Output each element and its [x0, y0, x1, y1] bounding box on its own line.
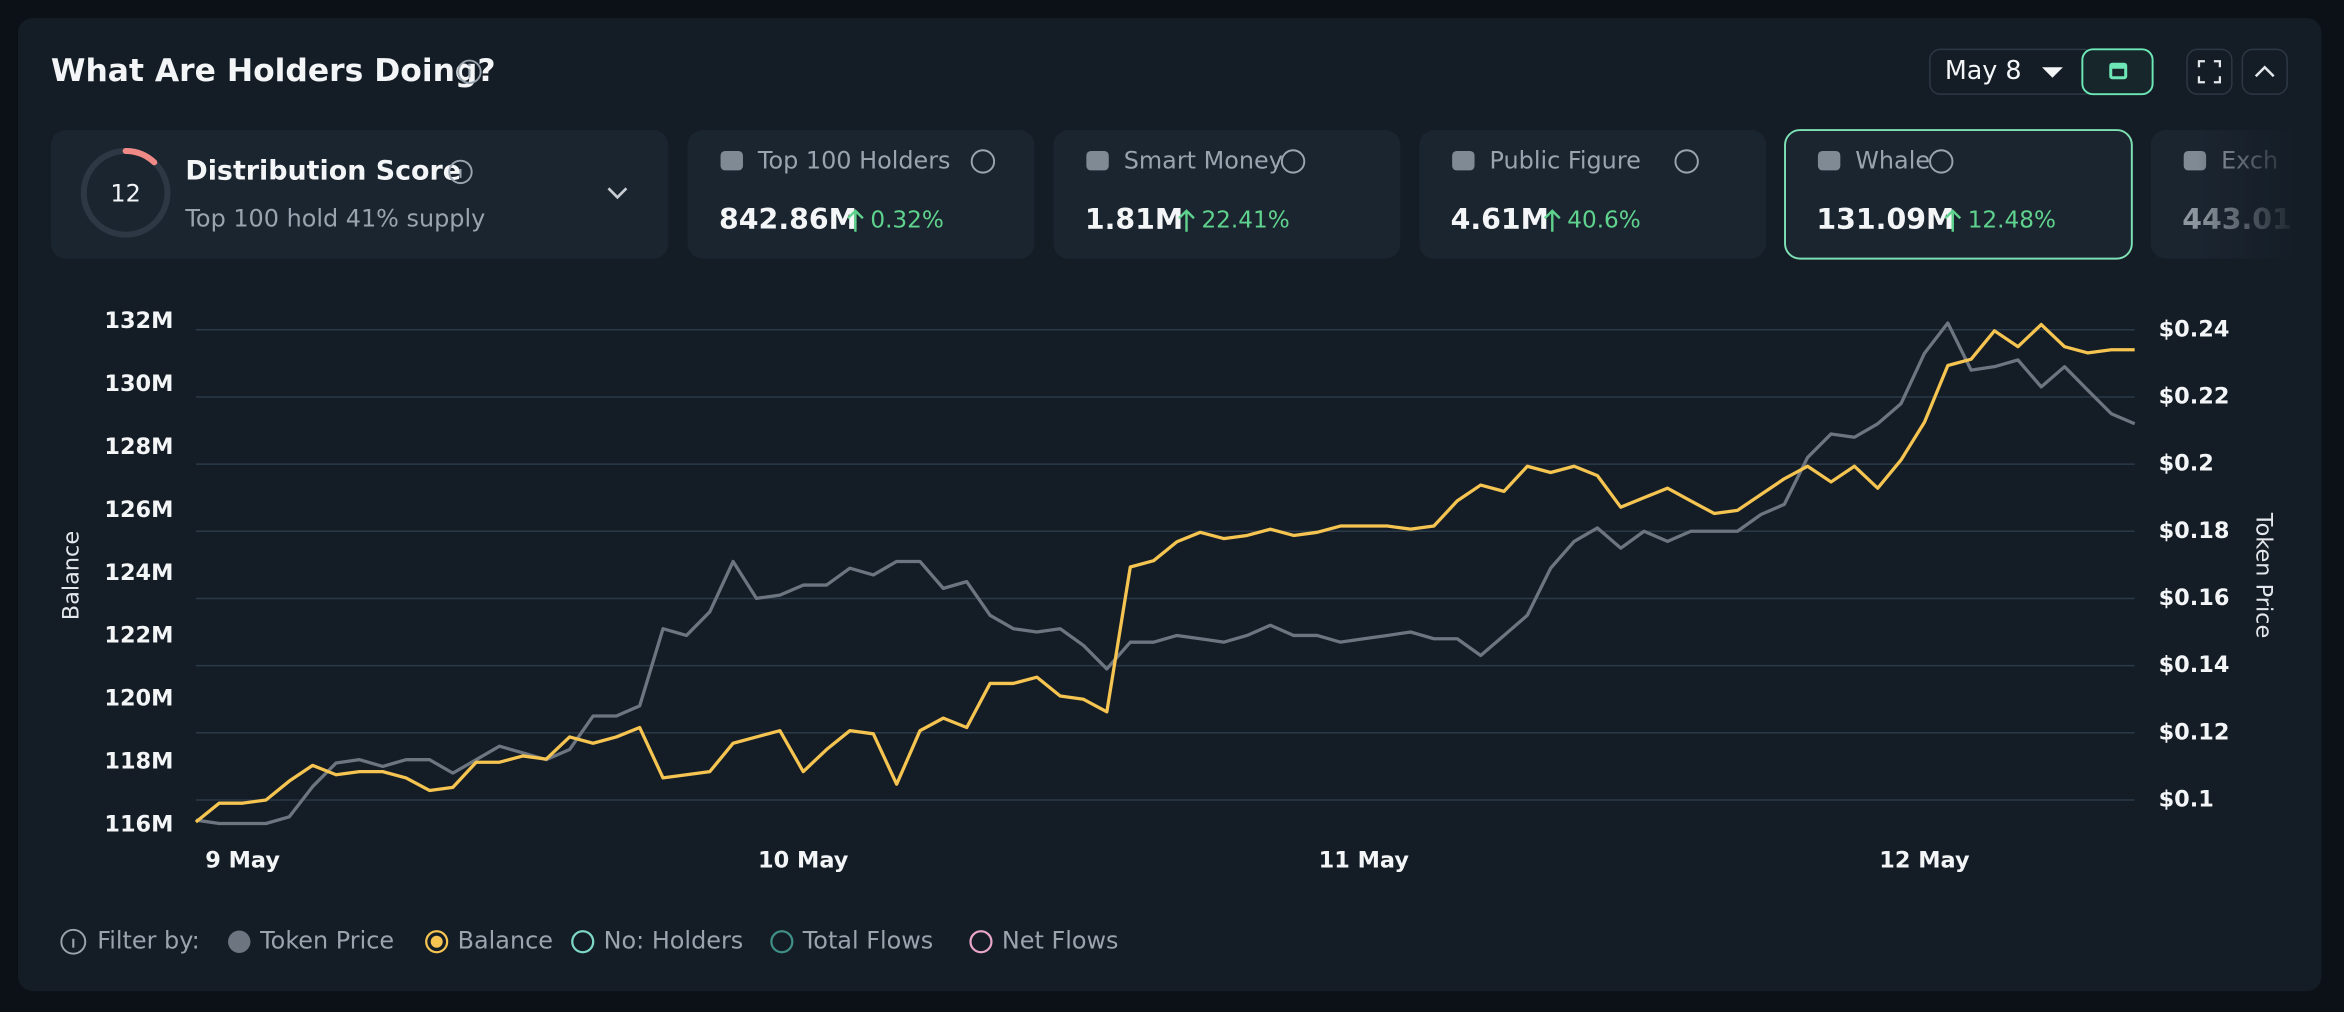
legend-label: Token Price	[259, 927, 394, 955]
card-fade	[2197, 125, 2291, 267]
x-tick-label: 12 May	[1879, 848, 1970, 874]
fullscreen-button[interactable]	[2186, 48, 2233, 95]
y2-axis-label: Token Price	[2251, 512, 2277, 639]
stat-card[interactable]: Whale 131.09M 12.48%	[1784, 129, 2133, 260]
series-line	[194, 322, 2135, 824]
calendar-button[interactable]	[2081, 48, 2154, 96]
filter-item[interactable]: Token Price	[228, 927, 394, 955]
filter-swatch	[571, 930, 595, 954]
y2-tick-label: $0.12	[2159, 719, 2230, 745]
stat-cards: Top 100 Holders 842.86M 0.32% Smart Money 1.…	[687, 129, 2291, 260]
card-change: 12.48%	[1968, 208, 2056, 234]
x-tick-label: 10 May	[758, 848, 849, 874]
series-line	[195, 321, 2136, 826]
card-value: 842.86M	[719, 203, 857, 236]
card-icon	[1086, 150, 1109, 171]
card-change: 40.6%	[1567, 208, 1641, 234]
distribution-subtitle: Top 100 hold 41% supply	[184, 205, 485, 233]
card-title: Smart Money	[1124, 146, 1283, 174]
y2-tick-label: $0.24	[2159, 316, 2230, 342]
filter-item[interactable]: Balance	[425, 927, 553, 955]
y-tick-label: 118M	[104, 749, 173, 775]
up-arrow	[847, 209, 864, 232]
card-bg	[1784, 129, 2133, 260]
distribution-title: Distribution Score	[185, 155, 461, 186]
y2-tick-label: $0.16	[2159, 585, 2230, 611]
card-bg	[1053, 130, 1401, 259]
stat-card[interactable]: Top 100 Holders 842.86M 0.32%	[687, 130, 1035, 259]
y2-tick-label: $0.22	[2159, 383, 2230, 409]
y-tick-label: 120M	[104, 686, 173, 712]
filter-name: No: Holders	[604, 927, 744, 955]
score-value: 12	[110, 179, 140, 207]
score-arc	[122, 147, 158, 166]
y-tick-label: 124M	[104, 560, 173, 586]
y2-tick-label: $0.18	[2159, 518, 2230, 544]
card-value: 131.09M	[1816, 203, 1954, 236]
filter-label: Filter by:	[97, 927, 199, 955]
info-icon	[1929, 149, 1954, 174]
panel	[17, 17, 2322, 992]
card-title: Whale	[1855, 146, 1930, 174]
date-label: May 8	[1945, 55, 2022, 85]
y-tick-label: 126M	[104, 497, 173, 523]
card-change: 22.41%	[1201, 208, 1289, 234]
up-arrow	[1944, 209, 1962, 232]
legend-swatch	[228, 930, 251, 953]
info-icon	[1674, 149, 1699, 174]
distribution-card[interactable]: 12 Distribution Score Top 100 hold 41% s…	[50, 130, 669, 259]
info-icon[interactable]	[457, 59, 482, 84]
filter-item[interactable]: Net Flows	[969, 927, 1119, 955]
legend-dot	[430, 935, 443, 948]
card-icon	[1452, 150, 1475, 171]
y2-tick-label: $0.14	[2159, 652, 2230, 678]
card-icon	[720, 150, 743, 171]
filters: Filter by: Token Price Balance No: Holders…	[60, 927, 1119, 955]
legend-label: Balance	[458, 927, 553, 955]
card-icon	[1817, 150, 1841, 171]
filter-name: Net Flows	[1002, 927, 1119, 955]
filter-item[interactable]: No: Holders	[571, 927, 744, 955]
card-change: 0.32%	[870, 208, 944, 234]
card-title: Top 100 Holders	[757, 146, 951, 174]
card-value: 1.81M	[1085, 203, 1183, 236]
collapse-button[interactable]	[2241, 48, 2288, 95]
up-arrow	[1543, 209, 1561, 232]
up-arrow	[1178, 209, 1195, 232]
x-tick-label: 11 May	[1319, 848, 1410, 874]
filter-name: Total Flows	[802, 927, 933, 955]
card-bg	[1419, 130, 1767, 259]
panel-title: What Are Holders Doing?	[51, 53, 496, 89]
y2-tick-label: $0.2	[2159, 451, 2214, 477]
stat-card[interactable]: Public Figure 4.61M 40.6%	[1419, 130, 1767, 259]
y-axis-label: Balance	[58, 531, 84, 620]
date-dropdown[interactable]: May 8	[1929, 48, 2096, 95]
filter-item[interactable]: Total Flows	[770, 927, 933, 955]
chart: Balance Token Price $0.1 $0.12 $0.14 $0.16 $…	[58, 308, 2276, 874]
y-tick-label: 128M	[104, 434, 173, 460]
stat-card[interactable]: Smart Money 1.81M 22.41%	[1053, 130, 1401, 259]
card-bg	[687, 130, 1035, 259]
y2-tick-label: $0.1	[2159, 786, 2214, 812]
filter-swatch	[969, 930, 993, 954]
filter-swatch	[770, 930, 794, 954]
card-title: Public Figure	[1490, 146, 1641, 174]
info-icon	[1280, 149, 1306, 174]
y-tick-label: 130M	[104, 371, 173, 397]
x-tick-label: 9 May	[205, 848, 280, 874]
y-tick-label: 132M	[104, 308, 173, 334]
legend-swatch	[425, 930, 449, 954]
y-tick-label: 122M	[104, 623, 173, 649]
card-value: 4.61M	[1451, 203, 1549, 236]
info-icon	[970, 149, 996, 174]
y-tick-label: 116M	[104, 812, 173, 838]
